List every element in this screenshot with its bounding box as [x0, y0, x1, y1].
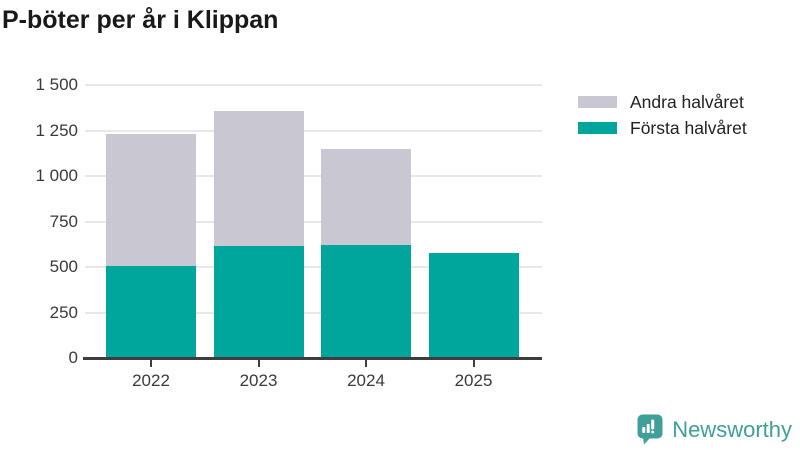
gridline-500 [85, 266, 542, 268]
y-axis-label: 1 000 [35, 166, 78, 185]
x-axis-tick [150, 360, 152, 367]
gridline-1000 [85, 175, 542, 177]
gridline-750 [85, 220, 542, 223]
y-axis-label: 1 250 [35, 120, 78, 140]
legend: Andra halvåret Första halvåret [578, 93, 747, 137]
bar-segment-2023-forsta-halvaret [213, 246, 304, 358]
newsworthy-speech-bubble-chart-icon [637, 414, 663, 445]
bar-segment-2024-forsta-halvaret [321, 245, 411, 358]
gridline-1500 [85, 84, 542, 86]
x-axis-tick [472, 360, 475, 367]
legend-swatch-andra-halvaret [578, 96, 617, 108]
y-axis-label: 0 [68, 348, 78, 367]
y-axis-label: 750 [49, 211, 78, 231]
legend-item-andra-halvaret: Andra halvåret [578, 93, 747, 111]
bar-segment-2022-andra-halvaret [106, 134, 196, 267]
chart-title: P-böter per år i Klippan [2, 6, 279, 34]
x-axis-tick [365, 360, 367, 367]
legend-item-forsta-halvaret: Första halvåret [578, 119, 747, 137]
legend-swatch-forsta-halvaret [578, 122, 617, 134]
y-axis-label: 1 500 [35, 75, 78, 94]
x-axis-label: 2024 [347, 371, 385, 390]
bar-segment-2023-andra-halvaret [213, 111, 304, 247]
x-axis-tick [257, 360, 260, 367]
legend-label-forsta-halvaret: Första halvåret [630, 118, 747, 138]
x-axis-label: 2022 [132, 371, 170, 390]
branding: Newsworthy [637, 414, 792, 445]
bar-segment-2022-forsta-halvaret [106, 266, 196, 358]
legend-label-andra-halvaret: Andra halvåret [630, 92, 744, 112]
branding-name: Newsworthy [672, 416, 792, 442]
gridline-250 [85, 311, 542, 314]
y-axis-label: 500 [49, 257, 78, 276]
gridline-1250 [85, 129, 542, 132]
x-axis-label: 2023 [239, 371, 278, 390]
x-axis-label: 2025 [454, 371, 493, 390]
y-axis-label: 250 [49, 302, 78, 322]
bar-segment-2024-andra-halvaret [321, 148, 411, 246]
bar-segment-2025-forsta-halvaret [428, 253, 519, 358]
x-axis-line [83, 357, 542, 360]
